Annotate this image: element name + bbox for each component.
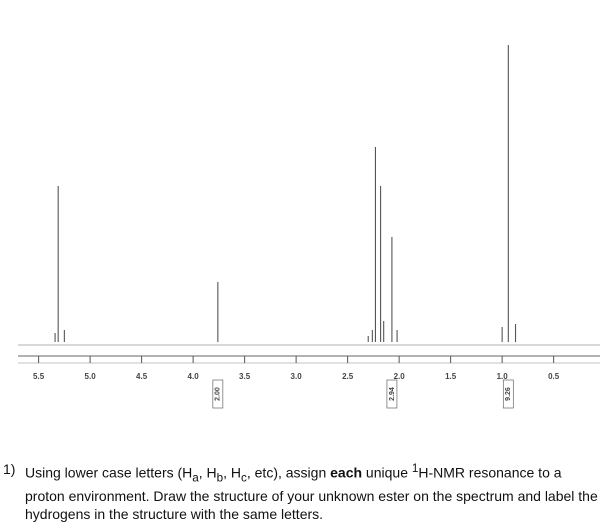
question-text: Using lower case letters (Ha, Hb, Hc, et… (25, 460, 600, 523)
text: , H (223, 464, 242, 481)
x-tick-label: 2.5 (342, 372, 354, 381)
x-tick-label: 3.0 (291, 372, 303, 381)
integral-label: 2.00 (215, 387, 222, 401)
integral: 2.00 (212, 379, 224, 409)
integral-label: 9.26 (505, 387, 512, 401)
chart: 5.5 5.0 4.5 4.0 3.5 3.0 2.5 2.0 1.5 1.0 0.5 2.00 2.9… (18, 45, 600, 409)
subscript: b (216, 471, 224, 485)
text: unique (362, 464, 412, 481)
question-number: 1) (3, 461, 16, 477)
x-tick-label: 5.0 (85, 372, 97, 381)
x-tick-label: 4.0 (188, 372, 200, 381)
x-tick-label: 4.5 (136, 372, 148, 381)
text: , H (198, 464, 217, 481)
x-tick-label: 3.5 (239, 372, 251, 381)
text: , etc), assign (246, 464, 331, 481)
integral-box (212, 379, 224, 409)
x-tick-label: 2.0 (394, 372, 406, 381)
integral: 9.26 (502, 379, 514, 409)
integral: 2.94 (386, 379, 398, 409)
bold-text: each (330, 464, 363, 481)
subscript: a (192, 471, 199, 485)
integral-label: 2.94 (389, 387, 396, 401)
text: Using lower case letters (H (25, 464, 193, 481)
subscript: c (241, 471, 247, 485)
x-tick-label: 5.5 (33, 372, 45, 381)
superscript: 1 (411, 462, 419, 475)
x-tick-label: 1.5 (445, 372, 457, 381)
question: 1) Using lower case letters (Ha, Hb, Hc,… (0, 460, 600, 523)
integral-box (502, 379, 514, 409)
integral-box (386, 379, 398, 409)
x-tick-label: 1.0 (497, 372, 509, 381)
x-tick-label: 0.5 (548, 372, 560, 381)
